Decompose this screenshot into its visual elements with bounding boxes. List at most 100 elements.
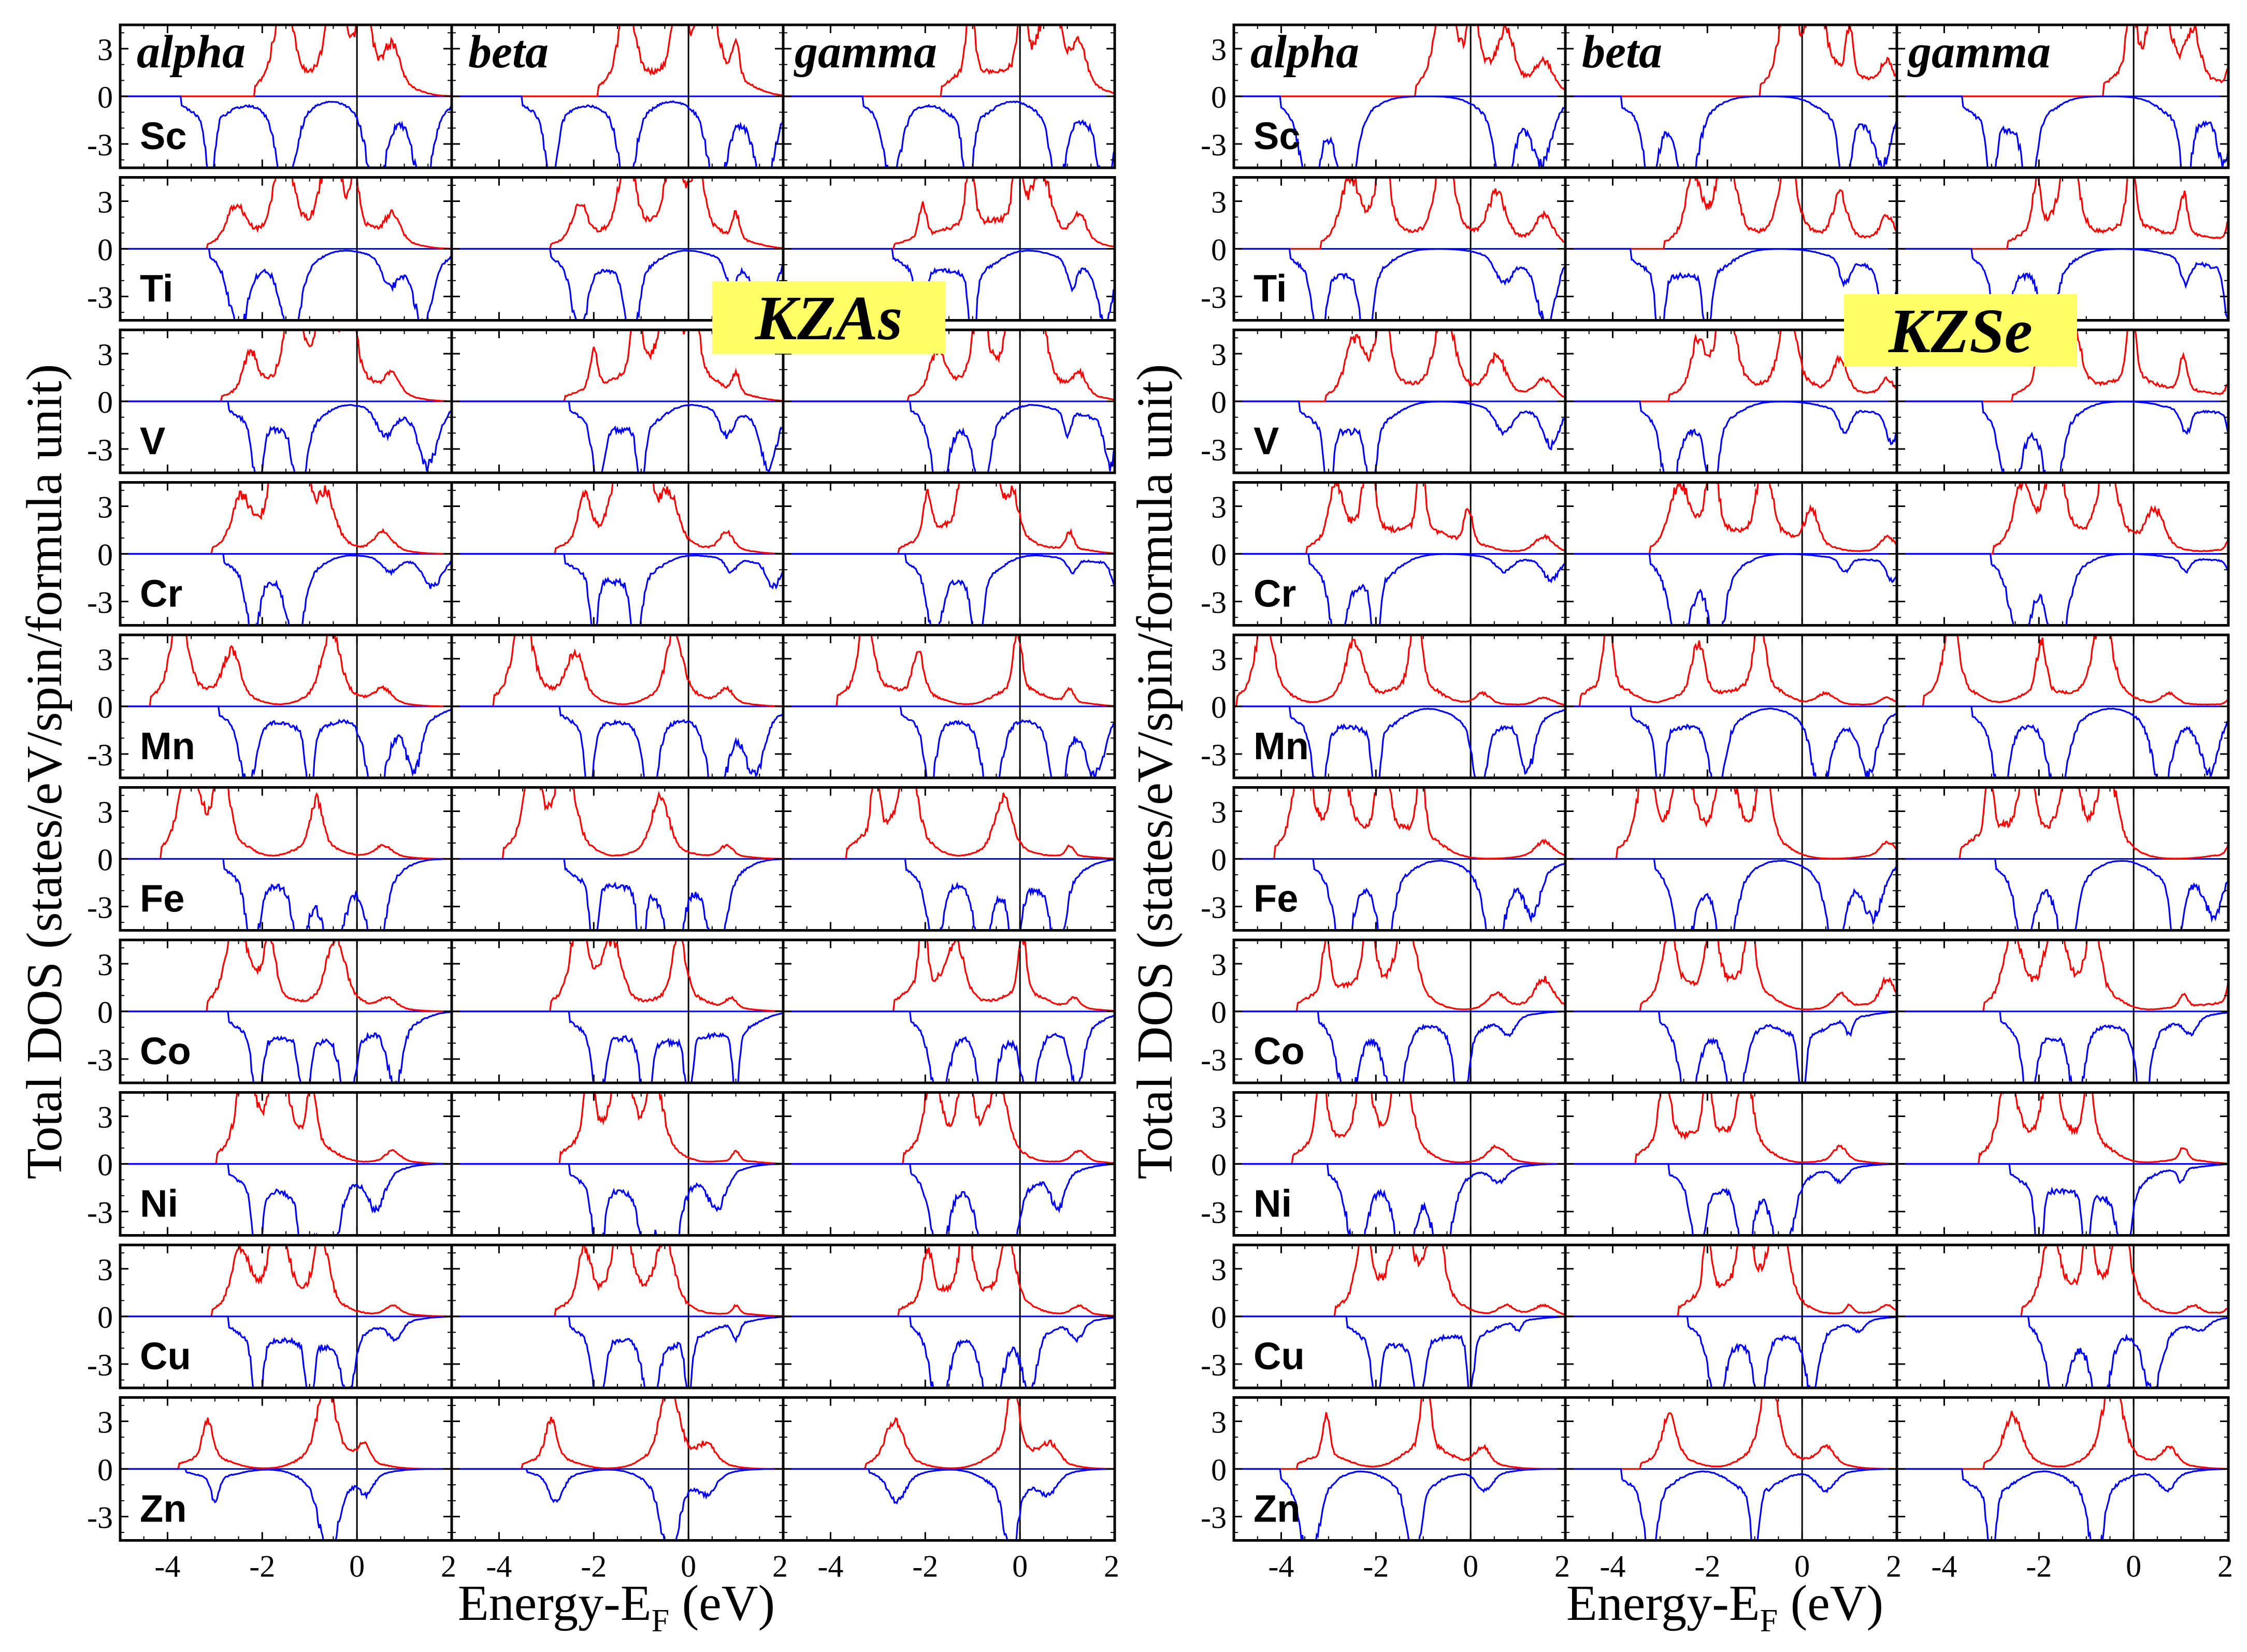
spin-up-series [452,940,783,1012]
spin-down-series [452,1315,783,1388]
x-tick-label: -4 [486,1549,512,1584]
x-tick-label: 2 [1886,1549,1902,1584]
spin-down-series [452,400,783,473]
spin-down-series [783,705,1115,778]
spin-up-series [1565,940,1897,1012]
column-title: beta [468,26,549,78]
panel-kzas-zn-alpha: 3 0 -3 Zn -4 -2 0 2 [87,1396,456,1584]
y-tick-label: 0 [97,80,113,114]
panel-kzas-cr-gamma [782,481,1116,627]
panel-kzas-cr-alpha: 3 0 -3 Cr [87,481,453,627]
element-label: Cu [140,1335,191,1378]
spin-up-series [1897,787,2228,860]
x-tick-label: 2 [441,1549,456,1584]
spin-down-series [120,705,452,778]
panel-kzse-fe-gamma [1895,786,2230,932]
spin-up-series [783,940,1115,1012]
kzas-badge-label: KZAs [755,283,903,353]
y-tick-label: 0 [97,690,113,724]
element-label: Fe [1254,877,1298,920]
y-tick-label: 0 [97,1453,113,1487]
spin-down-series [120,400,452,473]
spin-up-series [1234,635,1565,707]
y-tick-label: 3 [97,1100,113,1135]
panel-kzse-mn-alpha: 3 0 -3 Mn [1201,633,1567,779]
y-tick-label: 0 [1211,538,1227,572]
x-axis-label-left-main: Energy-E [458,1575,652,1631]
x-tick-label: 0 [1463,1549,1478,1584]
spin-up-series [1565,1245,1897,1317]
spin-up-series [783,177,1115,250]
column-title: beta [1582,26,1662,78]
element-label: V [140,419,165,462]
spin-up-series [1565,787,1897,860]
spin-up-series [452,635,783,707]
spin-down-series [1565,1163,1897,1236]
spin-down-series [783,1010,1115,1083]
spin-down-series [1897,1468,2228,1541]
panel-kzse-sc-alpha: 3 0 -3 Sc alpha [1201,23,1567,169]
element-label: V [1254,419,1279,462]
panel-kzse-cr-alpha: 3 0 -3 Cr [1201,481,1567,627]
spin-up-series [1897,177,2228,250]
kzse-badge-bg [1844,294,2077,367]
spin-down-series [783,400,1115,473]
spin-down-series [120,248,452,321]
spin-up-series [1234,25,1565,97]
spin-down-series [1897,1010,2228,1083]
y-tick-label: 0 [1211,690,1227,724]
element-label: Sc [1254,114,1301,157]
spin-up-series [1234,1397,1565,1470]
x-tick-label: -2 [1694,1549,1720,1584]
spin-down-series [452,858,783,931]
x-axis-label-right: Energy-EF (eV) [1566,1575,1883,1639]
spin-down-series [120,1163,452,1236]
y-axis-label-right: Total DOS (states/eV/spin/formula unit) [1127,364,1183,1180]
y-tick-label: -3 [1201,738,1227,772]
x-tick-label: 0 [2126,1549,2141,1584]
spin-up-series [1897,635,2228,707]
spin-up-series [452,1245,783,1317]
y-tick-label: 0 [97,1148,113,1182]
spin-up-series [452,1092,783,1165]
panel-kzas-sc-alpha: 3 0 -3 Sc alpha [87,23,453,169]
spin-up-series [120,330,452,402]
y-tick-label: 0 [97,995,113,1030]
spin-up-series [120,1245,452,1317]
spin-down-series [120,1315,452,1388]
element-label: Cu [1254,1335,1305,1378]
panel-kzse-v-alpha: 3 0 -3 V [1201,328,1567,474]
spin-down-series [452,553,783,626]
y-tick-label: 3 [1211,1405,1227,1440]
panel-kzse-cr-gamma [1895,481,2230,627]
spin-down-series [1565,400,1897,473]
spin-up-series [1565,482,1897,555]
panel-kzas-zn-beta: -4 -2 0 2 [450,1396,788,1584]
element-label: Cr [140,572,182,615]
spin-up-series [120,1092,452,1165]
x-tick-label: -2 [581,1549,607,1584]
spin-down-series [1234,1163,1565,1236]
spin-up-series [1897,940,2228,1012]
y-tick-label: -3 [1201,891,1227,925]
panel-kzse-ti-alpha: 3 0 -3 Ti [1201,176,1567,322]
spin-down-series [1565,95,1897,168]
spin-down-series [1565,1468,1897,1541]
spin-down-series [1897,1315,2228,1388]
x-tick-label: -4 [1268,1549,1294,1584]
panel-kzas-mn-beta [450,633,785,779]
spin-down-series [783,1468,1115,1541]
x-tick-label: 2 [1104,1549,1119,1584]
x-tick-label: -4 [1931,1549,1957,1584]
column-title: gamma [1907,26,2051,78]
x-tick-label: -2 [1363,1549,1389,1584]
spin-down-series [1897,705,2228,778]
element-label: Mn [140,724,195,767]
y-tick-label: 3 [97,33,113,67]
panel-kzas-co-gamma [782,938,1116,1084]
y-tick-label: -3 [1201,281,1227,315]
spin-up-series [1234,482,1565,555]
y-tick-label: 0 [1211,843,1227,877]
element-label: Cr [1254,572,1296,615]
panel-kzse-co-gamma [1895,938,2230,1084]
